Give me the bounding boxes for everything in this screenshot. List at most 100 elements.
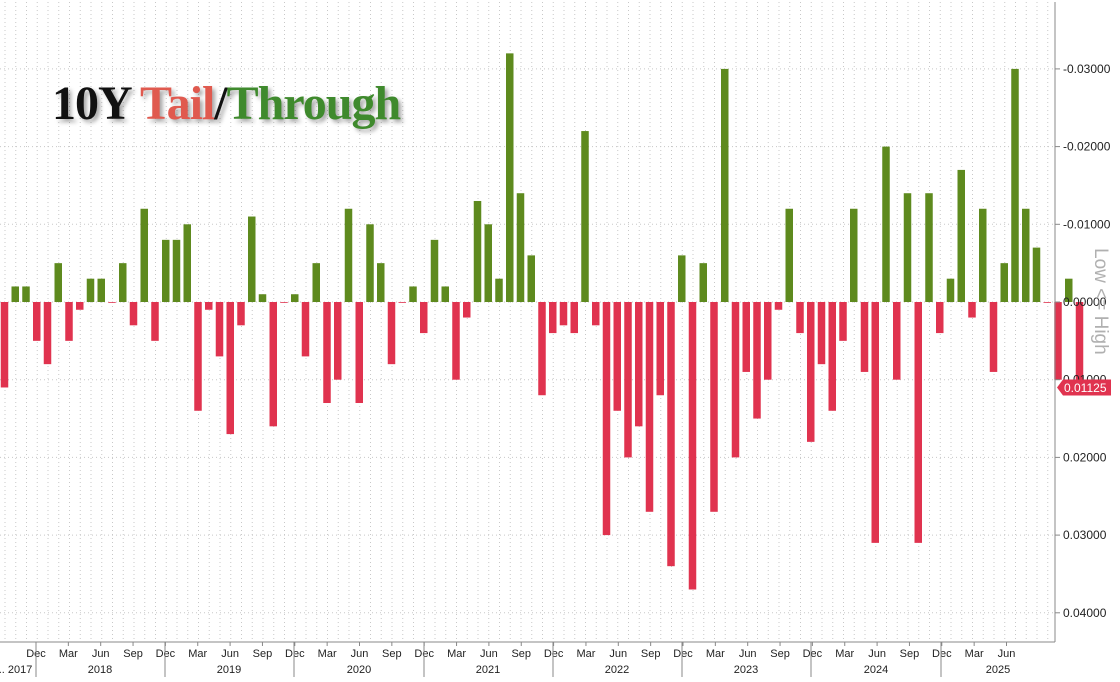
bar	[291, 294, 299, 302]
bar	[699, 263, 707, 302]
bar	[194, 302, 202, 411]
bar	[645, 302, 654, 512]
x-month-label: Dec	[932, 648, 952, 660]
bar	[1032, 247, 1041, 302]
bar	[807, 302, 815, 442]
x-year-label: 2021	[476, 664, 500, 676]
bar	[914, 302, 922, 543]
bar	[398, 302, 406, 303]
bar	[989, 302, 998, 372]
bar	[54, 263, 62, 302]
bar	[817, 302, 826, 365]
bar	[635, 302, 643, 427]
bar	[882, 146, 890, 302]
bar	[893, 302, 901, 380]
side-scale-label: Low <= High	[1087, 248, 1117, 428]
bar	[312, 263, 320, 302]
x-month-label: Jun	[998, 648, 1016, 660]
bar	[280, 302, 288, 303]
bar	[667, 302, 675, 567]
bar	[570, 302, 578, 334]
y-tick-label: 0.00000	[1063, 295, 1107, 309]
bar	[624, 302, 632, 458]
bar	[1011, 68, 1019, 303]
bar	[420, 302, 428, 334]
bar	[355, 302, 363, 404]
bar	[1054, 302, 1062, 380]
bar	[33, 302, 41, 341]
bar	[484, 224, 492, 302]
x-month-label: Dec	[673, 648, 693, 660]
bar	[1022, 208, 1030, 302]
bar	[506, 53, 514, 302]
bar	[183, 224, 191, 302]
bar	[366, 224, 374, 302]
bar	[11, 286, 19, 302]
y-tick-label: -0.01000	[1063, 217, 1111, 231]
bar	[86, 278, 95, 302]
bar	[473, 200, 482, 302]
bar	[151, 302, 159, 341]
bar	[613, 302, 621, 411]
x-month-label: Jun	[351, 648, 369, 660]
bar	[0, 302, 9, 388]
bar	[946, 278, 955, 302]
bar	[377, 263, 385, 302]
bar	[710, 302, 718, 512]
bar	[215, 302, 224, 357]
bar	[742, 302, 750, 372]
x-month-label: Mar	[188, 648, 207, 660]
bar	[162, 239, 170, 302]
bar	[592, 302, 600, 326]
x-year-label: 2020	[347, 664, 371, 676]
side-scale-label-text: Low <= High	[1090, 248, 1111, 355]
bar	[43, 302, 52, 365]
bar	[785, 208, 793, 302]
last-value-marker	[1057, 379, 1111, 396]
x-year-label: 2019	[217, 664, 241, 676]
bar	[753, 302, 761, 419]
y-tick-label: 0.02000	[1063, 450, 1107, 464]
bar	[957, 169, 965, 302]
x-year-label: 2025	[986, 664, 1010, 676]
bar	[140, 208, 148, 302]
bar	[495, 278, 503, 302]
bar	[430, 239, 439, 302]
bar	[65, 302, 73, 341]
y-tick-label: 0.03000	[1063, 528, 1107, 542]
bar	[97, 278, 105, 302]
x-month-label: Mar	[576, 648, 595, 660]
x-month-label: Jun	[480, 648, 498, 660]
x-month-label: Mar	[318, 648, 337, 660]
x-year-label: 2018	[88, 664, 112, 676]
bar	[860, 302, 869, 372]
bar	[344, 208, 353, 302]
x-month-label: Sep	[123, 648, 143, 660]
bar	[463, 302, 471, 318]
bar	[549, 302, 557, 334]
bar	[1000, 263, 1008, 302]
x-month-label: Dec	[803, 648, 823, 660]
bar	[688, 302, 697, 590]
bar	[409, 286, 417, 302]
x-month-label: Jun	[92, 648, 110, 660]
x-year-label: 2022	[605, 664, 629, 676]
bar	[968, 302, 976, 318]
bar	[602, 302, 611, 536]
bar	[925, 193, 933, 302]
x-month-label: Sep	[770, 648, 790, 660]
bar	[22, 286, 30, 302]
bar	[258, 294, 267, 302]
x-month-label: Sep	[253, 648, 273, 660]
x-month-label: Mar	[59, 648, 78, 660]
bar	[764, 302, 772, 380]
x-month-label: Mar	[706, 648, 725, 660]
bar	[248, 216, 256, 302]
bar	[323, 302, 331, 404]
y-tick-label: -0.03000	[1063, 62, 1111, 76]
x-month-label: Sep	[641, 648, 661, 660]
x-month-label: Dec	[156, 648, 176, 660]
bar	[108, 302, 116, 303]
bar	[452, 302, 460, 380]
